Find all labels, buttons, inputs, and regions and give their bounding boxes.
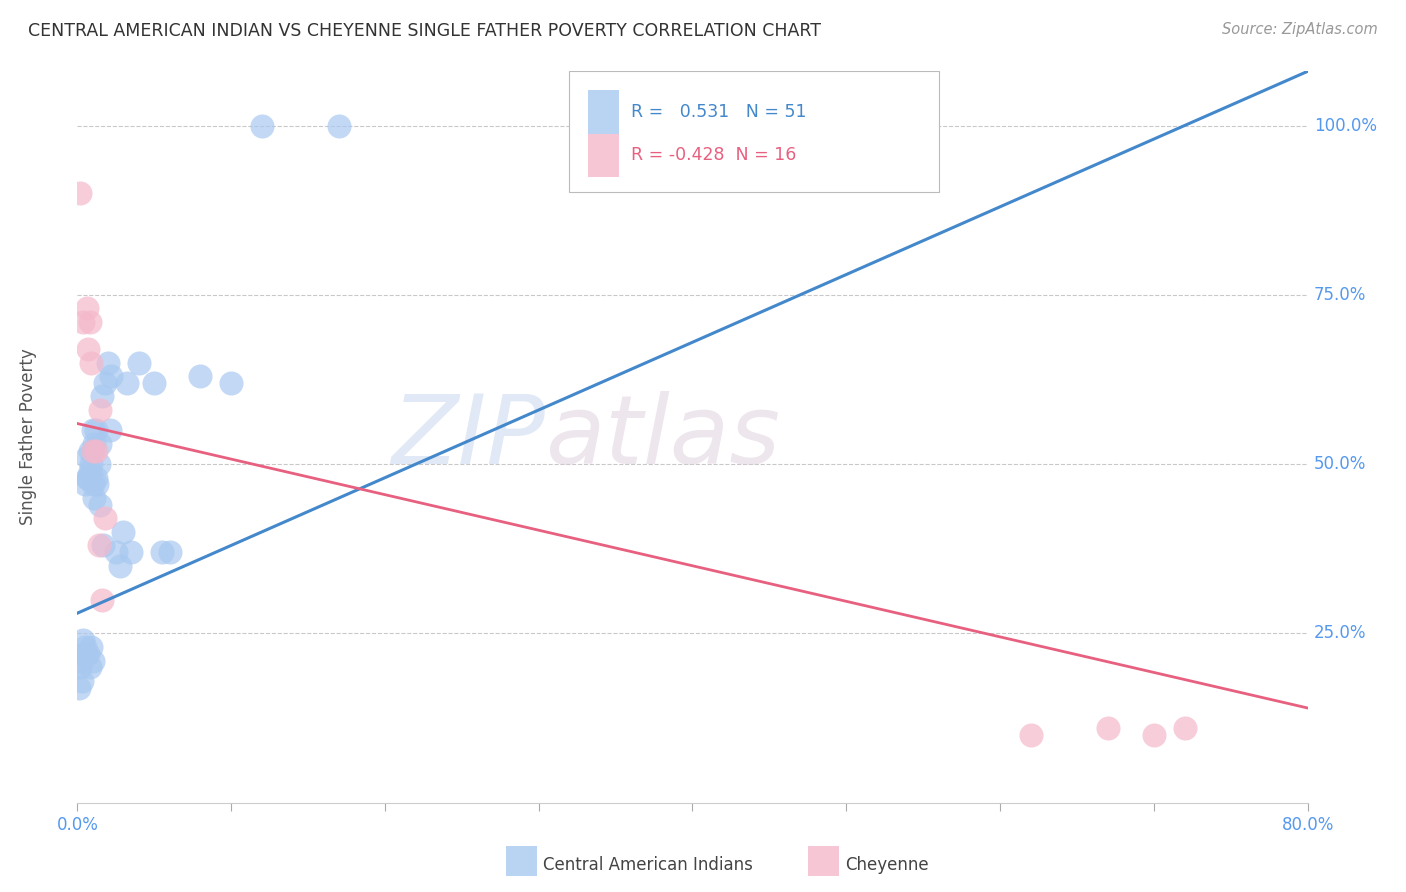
Point (789, 119, 811, 133)
Text: Cheyenne: Cheyenne (845, 856, 928, 874)
Point (104, 545, 127, 559)
Text: Central American Indians: Central American Indians (543, 856, 752, 874)
FancyBboxPatch shape (569, 71, 939, 192)
Point (87, 457, 110, 471)
Point (79, 315, 101, 329)
Point (84, 471, 107, 485)
Point (94, 376, 117, 390)
Text: 75.0%: 75.0% (1313, 285, 1367, 304)
Point (77, 471, 100, 485)
Point (150, 545, 173, 559)
Text: atlas: atlas (546, 391, 780, 483)
Point (80, 355, 103, 369)
Point (110, 558, 132, 573)
Point (72, 633, 94, 648)
Point (93, 538, 115, 552)
Point (250, 119, 273, 133)
Point (1097, 721, 1119, 735)
Point (76, 471, 98, 485)
Point (89, 403, 111, 417)
Point (72, 315, 94, 329)
Point (128, 355, 150, 369)
Point (328, 119, 350, 133)
Point (1143, 728, 1166, 742)
Text: Source: ZipAtlas.com: Source: ZipAtlas.com (1222, 22, 1378, 37)
Point (90, 389, 114, 403)
Point (82, 477, 104, 491)
Point (67, 681, 90, 695)
Point (86, 477, 108, 491)
Point (1019, 728, 1042, 742)
Text: Single Father Poverty: Single Father Poverty (20, 349, 37, 525)
Point (73, 640, 96, 654)
Point (73, 647, 96, 661)
Point (120, 545, 142, 559)
Point (69, 186, 91, 201)
Point (82, 654, 104, 668)
Point (84, 423, 107, 437)
Point (72, 647, 94, 661)
Point (682, 119, 704, 133)
Point (83, 437, 105, 451)
Point (77, 647, 100, 661)
FancyBboxPatch shape (588, 134, 619, 178)
Text: R =   0.531   N = 51: R = 0.531 N = 51 (631, 103, 807, 120)
Point (82, 423, 104, 437)
Text: ZIP: ZIP (391, 391, 546, 483)
Point (1174, 721, 1197, 735)
Point (219, 376, 242, 390)
Text: CENTRAL AMERICAN INDIAN VS CHEYENNE SINGLE FATHER POVERTY CORRELATION CHART: CENTRAL AMERICAN INDIAN VS CHEYENNE SING… (28, 22, 821, 40)
Text: 100.0%: 100.0% (1313, 117, 1376, 135)
Point (80, 640, 103, 654)
Point (100, 369, 122, 384)
Point (115, 376, 138, 390)
Point (83, 491, 105, 505)
Text: 25.0%: 25.0% (1313, 624, 1367, 642)
Point (76, 301, 98, 316)
Point (69, 660, 91, 674)
Point (89, 437, 111, 451)
Point (112, 524, 135, 539)
Point (89, 498, 111, 512)
Point (98, 423, 121, 437)
Point (84, 443, 107, 458)
Point (87, 538, 110, 552)
Point (76, 450, 98, 465)
Point (866, 119, 889, 133)
Point (97, 355, 120, 369)
Point (70, 654, 93, 668)
Point (90, 592, 114, 607)
Point (80, 457, 103, 471)
Text: 50.0%: 50.0% (1313, 455, 1367, 473)
FancyBboxPatch shape (588, 89, 619, 134)
Point (79, 443, 101, 458)
Point (79, 660, 101, 674)
Point (188, 369, 212, 384)
Point (159, 545, 181, 559)
Point (79, 464, 101, 478)
Point (143, 376, 166, 390)
Point (94, 511, 117, 525)
Point (70, 673, 93, 688)
Point (77, 342, 100, 356)
Point (82, 443, 104, 458)
Text: R = -0.428  N = 16: R = -0.428 N = 16 (631, 146, 796, 164)
Point (73, 477, 96, 491)
